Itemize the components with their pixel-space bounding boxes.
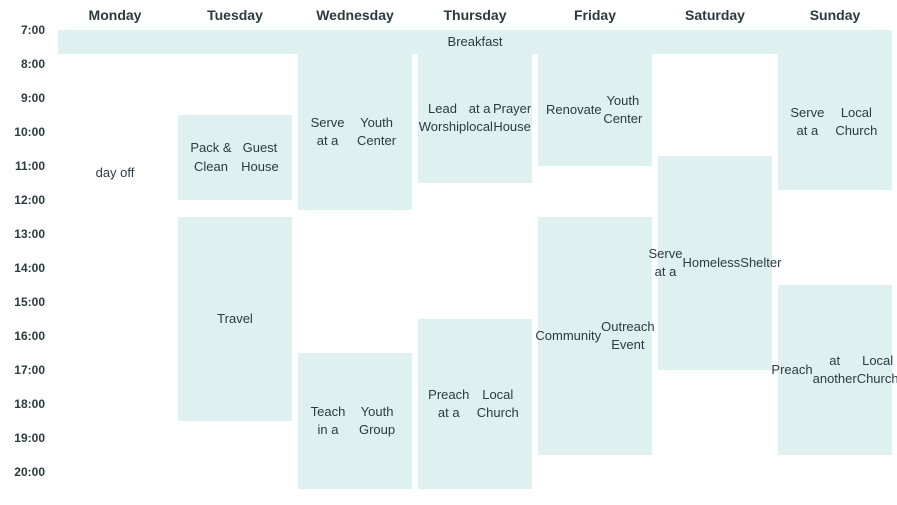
event-label-line: Guest House <box>236 139 284 175</box>
event-label-line: Youth Group <box>350 403 404 439</box>
event-preach-local: Preach at aLocal Church <box>418 319 532 489</box>
hour-label-13-00: 13:00 <box>0 217 55 251</box>
event-outreach: CommunityOutreach Event <box>538 217 652 455</box>
event-label-line: Prayer House <box>493 100 531 136</box>
event-label-line: Homeless <box>682 254 740 272</box>
day-header-monday: Monday <box>55 0 175 30</box>
day-header-saturday: Saturday <box>655 0 775 30</box>
event-label-line: Renovate <box>546 101 602 119</box>
event-label-line: Travel <box>217 310 253 328</box>
event-label-line: Shelter <box>740 254 781 272</box>
event-label-line: Local Church <box>829 104 884 140</box>
event-label-line: Community <box>535 327 601 345</box>
event-label-line: Youth Center <box>349 114 404 150</box>
event-label-line: Outreach Event <box>601 318 654 354</box>
event-travel: Travel <box>178 217 292 421</box>
event-serve-youth-center: Serve at aYouth Center <box>298 54 412 210</box>
event-lead-worship: Lead Worshipat a localPrayer House <box>418 54 532 183</box>
day-header-sunday: Sunday <box>775 0 895 30</box>
event-teach-youth-group: Teach in aYouth Group <box>298 353 412 489</box>
event-label-line: day off <box>96 164 135 182</box>
day-header-tuesday: Tuesday <box>175 0 295 30</box>
hour-label-17-00: 17:00 <box>0 353 55 387</box>
hour-label-8-00: 8:00 <box>0 47 55 81</box>
hour-label-7-00: 7:00 <box>0 13 55 47</box>
event-label-line: at a local <box>466 100 493 136</box>
event-day-off: day off <box>58 156 172 190</box>
hour-label-16-00: 16:00 <box>0 319 55 353</box>
event-label-line: Breakfast <box>448 33 503 51</box>
event-label-line: at another <box>813 352 857 388</box>
event-homeless-shelter: Serve at aHomelessShelter <box>658 156 772 370</box>
event-pack-clean: Pack & CleanGuest House <box>178 115 292 200</box>
day-header-wednesday: Wednesday <box>295 0 415 30</box>
event-preach-another: Preachat anotherLocal Church <box>778 285 892 455</box>
hour-label-20-00: 20:00 <box>0 455 55 489</box>
event-label-line: Serve at a <box>786 104 829 140</box>
hour-label-9-00: 9:00 <box>0 81 55 115</box>
event-breakfast: Breakfast <box>58 30 892 54</box>
hour-label-10-00: 10:00 <box>0 115 55 149</box>
hour-label-11-00: 11:00 <box>0 149 55 183</box>
event-renovate: RenovateYouth Center <box>538 54 652 166</box>
event-label-line: Local Church <box>472 386 524 422</box>
event-label-line: Lead Worship <box>419 100 466 136</box>
day-header-friday: Friday <box>535 0 655 30</box>
event-label-line: Teach in a <box>306 403 350 439</box>
event-label-line: Serve at a <box>306 114 349 150</box>
hour-label-15-00: 15:00 <box>0 285 55 319</box>
event-label-line: Preach <box>771 361 812 379</box>
weekly-schedule: MondayTuesdayWednesdayThursdayFridaySatu… <box>0 0 897 505</box>
event-label-line: Pack & Clean <box>186 139 236 175</box>
event-label-line: Preach at a <box>426 386 472 422</box>
event-label-line: Youth Center <box>602 92 644 128</box>
hour-label-12-00: 12:00 <box>0 183 55 217</box>
hour-label-18-00: 18:00 <box>0 387 55 421</box>
day-header-thursday: Thursday <box>415 0 535 30</box>
event-label-line: Local Church <box>857 352 897 388</box>
hour-label-14-00: 14:00 <box>0 251 55 285</box>
hour-label-19-00: 19:00 <box>0 421 55 455</box>
event-label-line: Serve at a <box>649 245 683 281</box>
event-serve-church: Serve at aLocal Church <box>778 54 892 190</box>
